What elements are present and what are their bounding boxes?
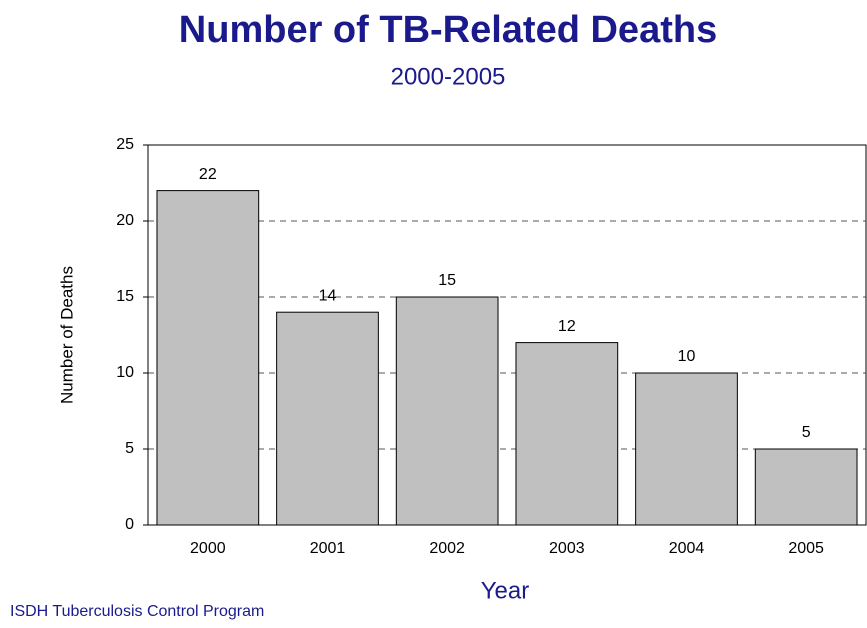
x-tick-label: 2004 [669,540,705,557]
bar [754,448,858,526]
y-axis-label: Number of Deaths [57,266,76,404]
data-label: 12 [558,318,576,335]
y-tick-label: 10 [116,364,134,381]
x-tick-label: 2002 [429,540,465,557]
data-label: 22 [199,166,217,183]
bar [156,190,260,526]
x-tick-label: 2001 [310,540,346,557]
y-tick-label: 5 [125,440,134,457]
x-tick-label: 2005 [788,540,824,557]
bar [276,311,379,526]
bar [635,372,738,526]
y-tick-label: 15 [116,288,134,305]
bar [395,296,499,526]
plot-frame [147,144,867,526]
source-note: ISDH Tuberculosis Control Program [10,603,264,620]
x-axis-label: Year [481,577,530,604]
chart-title: Number of TB-Related Deaths [179,9,717,51]
y-tick-label: 25 [116,136,134,153]
data-label: 5 [802,424,811,441]
y-tick-label: 20 [116,212,134,229]
data-label: 14 [319,287,337,304]
x-tick-label: 2003 [549,540,585,557]
bar [515,342,619,526]
chart-subtitle: 2000-2005 [391,63,506,90]
x-tick-label: 2000 [190,540,226,557]
y-tick-label: 0 [125,516,134,533]
data-label: 15 [438,272,456,289]
data-label: 10 [678,348,696,365]
